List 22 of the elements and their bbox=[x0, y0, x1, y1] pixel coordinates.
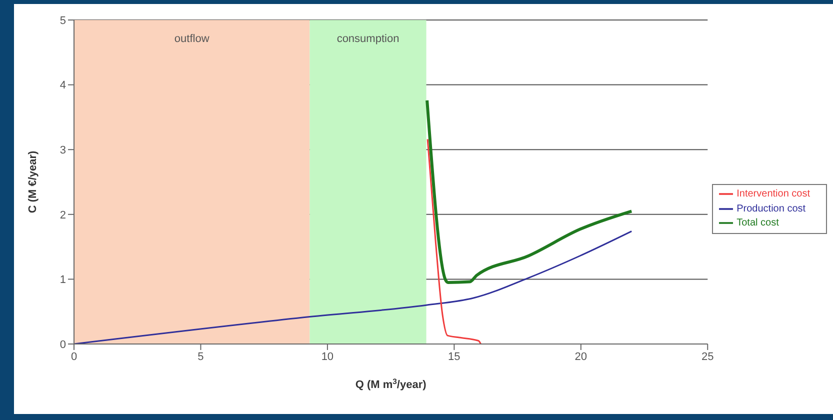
y-tick-label: 3 bbox=[60, 144, 66, 157]
y-tick-label: 2 bbox=[60, 209, 66, 222]
y-tick-label: 5 bbox=[60, 14, 66, 27]
y-tick-label: 0 bbox=[60, 338, 66, 351]
x-tick-label: 0 bbox=[70, 350, 78, 363]
line-series bbox=[74, 230, 632, 344]
x-axis-title: Q (M m$^{3}$/year) bbox=[355, 376, 427, 391]
x-tick-label: 20 bbox=[574, 350, 588, 363]
y-axis-title: C (M €/year) bbox=[26, 150, 39, 214]
x-tick-label: 5 bbox=[198, 350, 204, 363]
legend-label: Production cost bbox=[736, 203, 806, 214]
x-tick-label: 10 bbox=[321, 350, 334, 363]
y-tick-label: 1 bbox=[60, 274, 66, 286]
line-series bbox=[426, 98, 634, 284]
band-label: outflow bbox=[174, 32, 210, 45]
band-label: consumption bbox=[336, 32, 400, 45]
y-tick-label: 4 bbox=[60, 80, 66, 92]
legend-label: Total cost bbox=[736, 218, 779, 229]
x-tick-label: 15 bbox=[448, 350, 460, 363]
legend-label: Intervention cost bbox=[736, 188, 810, 200]
x-tick-label: 25 bbox=[702, 350, 714, 363]
line-series bbox=[426, 138, 482, 344]
